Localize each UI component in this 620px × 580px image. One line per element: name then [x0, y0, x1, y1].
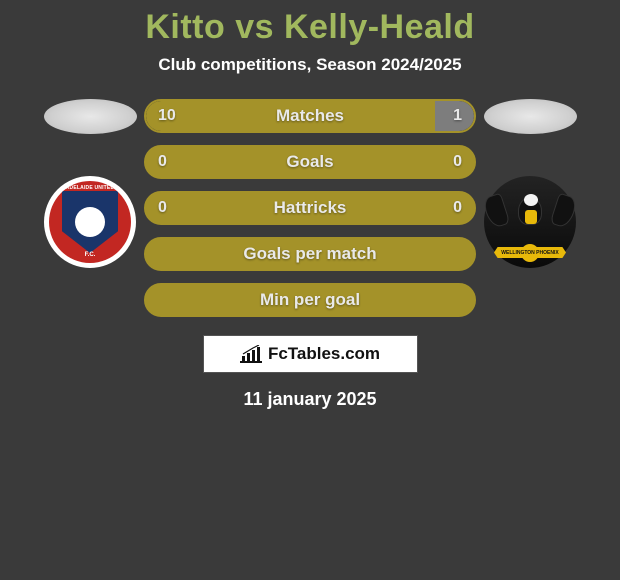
- bar-value-right: 0: [453, 153, 462, 171]
- source-logo-box: FcTables.com: [203, 335, 418, 373]
- team-left-badge: ADELAIDE UNITED F.C.: [44, 176, 136, 268]
- bar-label: Goals per match: [146, 244, 474, 264]
- bar-value-right: 0: [453, 199, 462, 217]
- main-row: ADELAIDE UNITED F.C. 10Matches10Goals00H…: [0, 99, 620, 317]
- right-player-column: WELLINGTON PHOENIX: [480, 99, 580, 268]
- team-left-shield: [62, 191, 118, 253]
- source-logo-text: FcTables.com: [268, 344, 380, 364]
- subtitle: Club competitions, Season 2024/2025: [0, 55, 620, 75]
- team-left-text-top: ADELAIDE UNITED: [49, 185, 131, 191]
- stats-bars-column: 10Matches10Goals00Hattricks0Goals per ma…: [140, 99, 480, 317]
- bar-label: Min per goal: [146, 290, 474, 310]
- team-left-text-bottom: F.C.: [49, 252, 131, 258]
- comparison-title: Kitto vs Kelly-Heald: [0, 8, 620, 47]
- phoenix-icon: [502, 197, 558, 247]
- team-left-badge-ring: ADELAIDE UNITED F.C.: [49, 181, 131, 263]
- stat-bar: Goals per match: [144, 237, 476, 271]
- stat-bar: 0Goals0: [144, 145, 476, 179]
- date-label: 11 january 2025: [0, 389, 620, 410]
- bar-label: Goals: [146, 152, 474, 172]
- chart-icon: [240, 345, 262, 363]
- player-right-silhouette: [484, 99, 577, 134]
- player-left-silhouette: [44, 99, 137, 134]
- team-right-badge: WELLINGTON PHOENIX: [484, 176, 576, 268]
- bar-label: Hattricks: [146, 198, 474, 218]
- stat-bar: 10Matches1: [144, 99, 476, 133]
- bar-fill-right: [435, 101, 474, 131]
- team-right-ribbon: WELLINGTON PHOENIX: [494, 247, 566, 258]
- bar-fill-left: [146, 101, 435, 131]
- infographic-container: Kitto vs Kelly-Heald Club competitions, …: [0, 0, 620, 580]
- stat-bar: Min per goal: [144, 283, 476, 317]
- left-player-column: ADELAIDE UNITED F.C.: [40, 99, 140, 268]
- bar-value-left: 0: [158, 199, 167, 217]
- bar-value-left: 0: [158, 153, 167, 171]
- stat-bar: 0Hattricks0: [144, 191, 476, 225]
- soccer-ball-icon: [75, 207, 105, 237]
